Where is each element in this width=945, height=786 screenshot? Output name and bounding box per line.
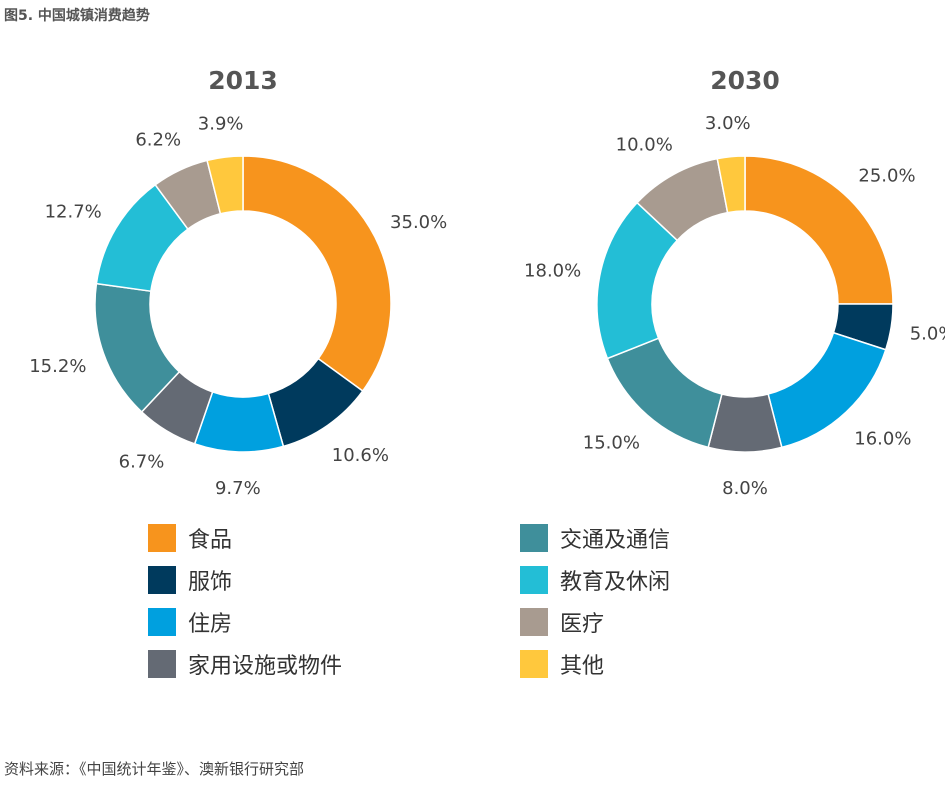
legend-swatch-household xyxy=(148,650,176,678)
data-label-2013-education: 12.7% xyxy=(45,201,102,222)
legend-swatch-other xyxy=(520,650,548,678)
figure-title: 图5. 中国城镇消费趋势 xyxy=(4,8,150,24)
data-label-2030-transport: 15.0% xyxy=(583,432,640,453)
legend-item-medical: 医疗 xyxy=(520,606,604,638)
legend-swatch-food xyxy=(148,524,176,552)
data-label-2013-medical: 6.2% xyxy=(135,129,181,150)
slice-2030-other xyxy=(716,155,746,214)
data-label-2013-household: 6.7% xyxy=(119,452,165,473)
data-label-2030-clothing: 5.0% xyxy=(910,324,945,345)
legend-item-housing: 住房 xyxy=(148,606,232,638)
chart-title-2030: 2030 xyxy=(710,66,780,95)
chart-2013: 2013 35.0% 10.6% 9.7% 6.7% 15.2% 12.7% 6.2% 3.9% xyxy=(8,40,480,500)
data-label-2013-transport: 15.2% xyxy=(29,356,86,377)
data-label-2013-food: 35.0% xyxy=(390,212,447,233)
data-label-2013-housing: 9.7% xyxy=(215,478,261,499)
donut-chart-2013: 2013 35.0% 10.6% 9.7% 6.7% 15.2% 12.7% 6.2% 3.9% xyxy=(29,66,447,499)
legend-label-medical: 医疗 xyxy=(560,612,605,637)
legend-swatch-clothing xyxy=(148,566,176,594)
chart-title-2013: 2013 xyxy=(208,66,278,95)
legend-item-transport: 交通及通信 xyxy=(520,522,670,554)
data-label-2013-clothing: 10.6% xyxy=(332,445,389,466)
legend-item-other: 其他 xyxy=(520,648,604,680)
legend-swatch-education xyxy=(520,566,548,594)
donut-chart-2030: 2030 25.0% 5.0% 16.0% 8.0% 15.0% 18.0% 10.0% 3.0… xyxy=(524,66,945,499)
chart-2030: 2030 25.0% 5.0% 16.0% 8.0% 15.0% 18.0% 10.0% 3.0… xyxy=(510,40,945,500)
data-label-2030-household: 8.0% xyxy=(722,478,768,499)
slice-2013-other xyxy=(206,155,244,215)
slice-2013-food xyxy=(242,155,392,393)
legend-label-other: 其他 xyxy=(560,654,605,679)
data-label-2030-other: 3.0% xyxy=(705,113,751,134)
legend-swatch-medical xyxy=(520,608,548,636)
legend-swatch-transport xyxy=(520,524,548,552)
legend-label-clothing: 服饰 xyxy=(188,570,233,595)
legend-swatch-housing xyxy=(148,608,176,636)
data-label-2030-housing: 16.0% xyxy=(854,428,911,449)
legend-item-food: 食品 xyxy=(148,522,232,554)
data-label-2030-food: 25.0% xyxy=(858,166,915,187)
legend-label-transport: 交通及通信 xyxy=(560,528,671,553)
legend-label-education: 教育及休闲 xyxy=(560,570,671,595)
legend: 食品 服饰 住房 家用设施或物件 交通及通信 教育及休闲 医疗 其他 xyxy=(0,522,945,692)
legend-item-education: 教育及休闲 xyxy=(520,564,670,596)
data-label-2013-other: 3.9% xyxy=(198,113,244,134)
legend-label-household: 家用设施或物件 xyxy=(188,654,343,679)
legend-item-clothing: 服饰 xyxy=(148,564,232,596)
source-note: 资料来源：《中国统计年鉴》、澳新银行研究部 xyxy=(4,760,305,778)
data-label-2030-medical: 10.0% xyxy=(616,135,673,156)
legend-label-food: 食品 xyxy=(188,528,233,553)
legend-label-housing: 住房 xyxy=(188,612,233,637)
data-label-2030-education: 18.0% xyxy=(524,261,581,282)
legend-item-household: 家用设施或物件 xyxy=(148,648,342,680)
slice-2030-transport xyxy=(606,337,723,449)
